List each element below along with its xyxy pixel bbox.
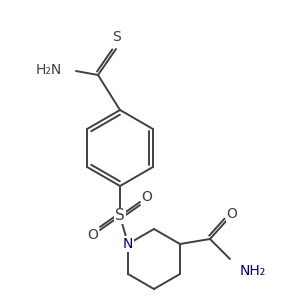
Text: NH₂: NH₂ (240, 264, 266, 278)
Text: H₂N: H₂N (36, 63, 62, 77)
Text: S: S (112, 30, 120, 44)
Text: N: N (123, 237, 133, 251)
Text: O: O (226, 207, 237, 221)
Text: O: O (88, 228, 99, 242)
Text: S: S (115, 208, 125, 223)
Text: O: O (142, 190, 152, 204)
